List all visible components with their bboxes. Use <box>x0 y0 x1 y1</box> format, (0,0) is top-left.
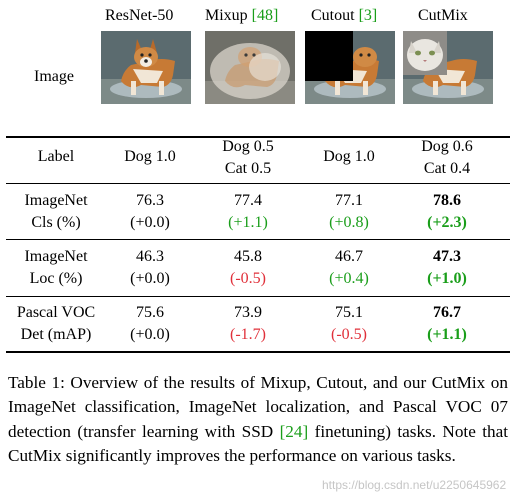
loc-mixup: 45.8 (-0.5) <box>198 246 298 290</box>
table-caption: Table 1: Overview of the results of Mixu… <box>8 371 508 468</box>
det-mixup-value: 73.9 <box>234 304 262 321</box>
loc-cutout-delta: (+0.4) <box>329 270 369 287</box>
caption-part2: finetuning) tasks. Note that CutMix sign… <box>8 421 508 465</box>
row-label-imagenet-loc-a: ImageNet <box>24 248 88 265</box>
row-label-imagenet-cls: ImageNet Cls (%) <box>6 190 106 234</box>
loc-mixup-value: 45.8 <box>234 248 262 265</box>
header-mixup: Mixup [48] <box>205 7 278 25</box>
table-rule-1 <box>6 183 510 184</box>
loc-cutout: 46.7 (+0.4) <box>299 246 399 290</box>
label-mixup-dog: Dog 0.5 <box>222 138 274 155</box>
det-cutmix-delta: (+1.1) <box>427 326 467 343</box>
det-cutmix: 76.7 (+1.1) <box>397 302 497 346</box>
det-cutout-value: 75.1 <box>335 304 363 321</box>
header-resnet50: ResNet-50 <box>105 7 174 24</box>
row-label-imagenet-loc-b: Loc (%) <box>29 270 83 287</box>
loc-cutmix-delta: (+1.0) <box>427 270 467 287</box>
citation-24[interactable]: [24] <box>279 421 309 441</box>
table-rule-2 <box>6 239 510 240</box>
cls-cutmix-value: 78.6 <box>433 192 461 209</box>
cutout-dog-image <box>305 31 395 104</box>
det-resnet50: 75.6 (+0.0) <box>100 302 200 346</box>
det-mixup: 73.9 (-1.7) <box>198 302 298 346</box>
loc-resnet50-value: 46.3 <box>136 248 164 265</box>
row-label-imagenet-cls-b: Cls (%) <box>31 214 81 231</box>
loc-resnet50-delta: (+0.0) <box>130 270 170 287</box>
cls-cutout-value: 77.1 <box>335 192 363 209</box>
row-label-image: Image <box>34 68 74 85</box>
label-cutmix-dog: Dog 0.6 <box>421 138 473 155</box>
citation-48[interactable]: [48] <box>251 7 279 24</box>
loc-cutout-value: 46.7 <box>335 248 363 265</box>
det-cutout-delta: (-0.5) <box>331 326 367 343</box>
det-mixup-delta: (-1.7) <box>230 326 266 343</box>
header-mixup-text: Mixup <box>205 7 252 24</box>
label-resnet50: Dog 1.0 <box>124 148 176 165</box>
cls-resnet50: 76.3 (+0.0) <box>100 190 200 234</box>
loc-mixup-delta: (-0.5) <box>230 270 266 287</box>
det-resnet50-delta: (+0.0) <box>130 326 170 343</box>
cls-cutmix-delta: (+2.3) <box>427 214 467 231</box>
cls-resnet50-value: 76.3 <box>136 192 164 209</box>
resnet50-dog-image <box>101 31 191 104</box>
loc-resnet50: 46.3 (+0.0) <box>100 246 200 290</box>
table-rule-bottom <box>6 351 510 353</box>
label-mixup-cat: Cat 0.5 <box>224 160 272 177</box>
cls-cutmix: 78.6 (+2.3) <box>397 190 497 234</box>
header-cutmix: CutMix <box>418 7 468 24</box>
label-mixup: Dog 0.5 Cat 0.5 <box>198 136 298 180</box>
mixup-blend-image <box>205 31 295 104</box>
table-rule-top <box>6 136 510 138</box>
det-cutout: 75.1 (-0.5) <box>299 302 399 346</box>
loc-cutmix-value: 47.3 <box>433 248 461 265</box>
cutmix-dog-cat-image <box>403 31 493 104</box>
caption-part1: Table 1: Overview of the results of Mixu… <box>8 373 508 441</box>
label-cutmix-cat: Cat 0.4 <box>423 160 471 177</box>
citation-3[interactable]: [3] <box>358 7 378 24</box>
cls-mixup: 77.4 (+1.1) <box>198 190 298 234</box>
cls-cutout: 77.1 (+0.8) <box>299 190 399 234</box>
row-label-imagenet-cls-a: ImageNet <box>24 192 88 209</box>
watermark: https://blog.csdn.net/u2250645962 <box>322 478 507 492</box>
loc-cutmix: 47.3 (+1.0) <box>397 246 497 290</box>
row-label-pascal-voc-det: Pascal VOC Det (mAP) <box>6 302 106 346</box>
table-rule-3 <box>6 296 510 297</box>
label-cutmix: Dog 0.6 Cat 0.4 <box>397 136 497 180</box>
det-resnet50-value: 75.6 <box>136 304 164 321</box>
det-cutmix-value: 76.7 <box>433 304 461 321</box>
cls-mixup-delta: (+1.1) <box>228 214 268 231</box>
label-cutout: Dog 1.0 <box>323 148 375 165</box>
row-label-pascal-voc-det-a: Pascal VOC <box>16 304 96 321</box>
cls-cutout-delta: (+0.8) <box>329 214 369 231</box>
header-cutout-text: Cutout <box>311 7 359 24</box>
cls-resnet50-delta: (+0.0) <box>130 214 170 231</box>
header-cutout: Cutout [3] <box>311 7 377 25</box>
row-label-pascal-voc-det-b: Det (mAP) <box>20 326 92 343</box>
row-label-imagenet-loc: ImageNet Loc (%) <box>6 246 106 290</box>
cls-mixup-value: 77.4 <box>234 192 262 209</box>
row-label-label: Label <box>37 148 75 165</box>
